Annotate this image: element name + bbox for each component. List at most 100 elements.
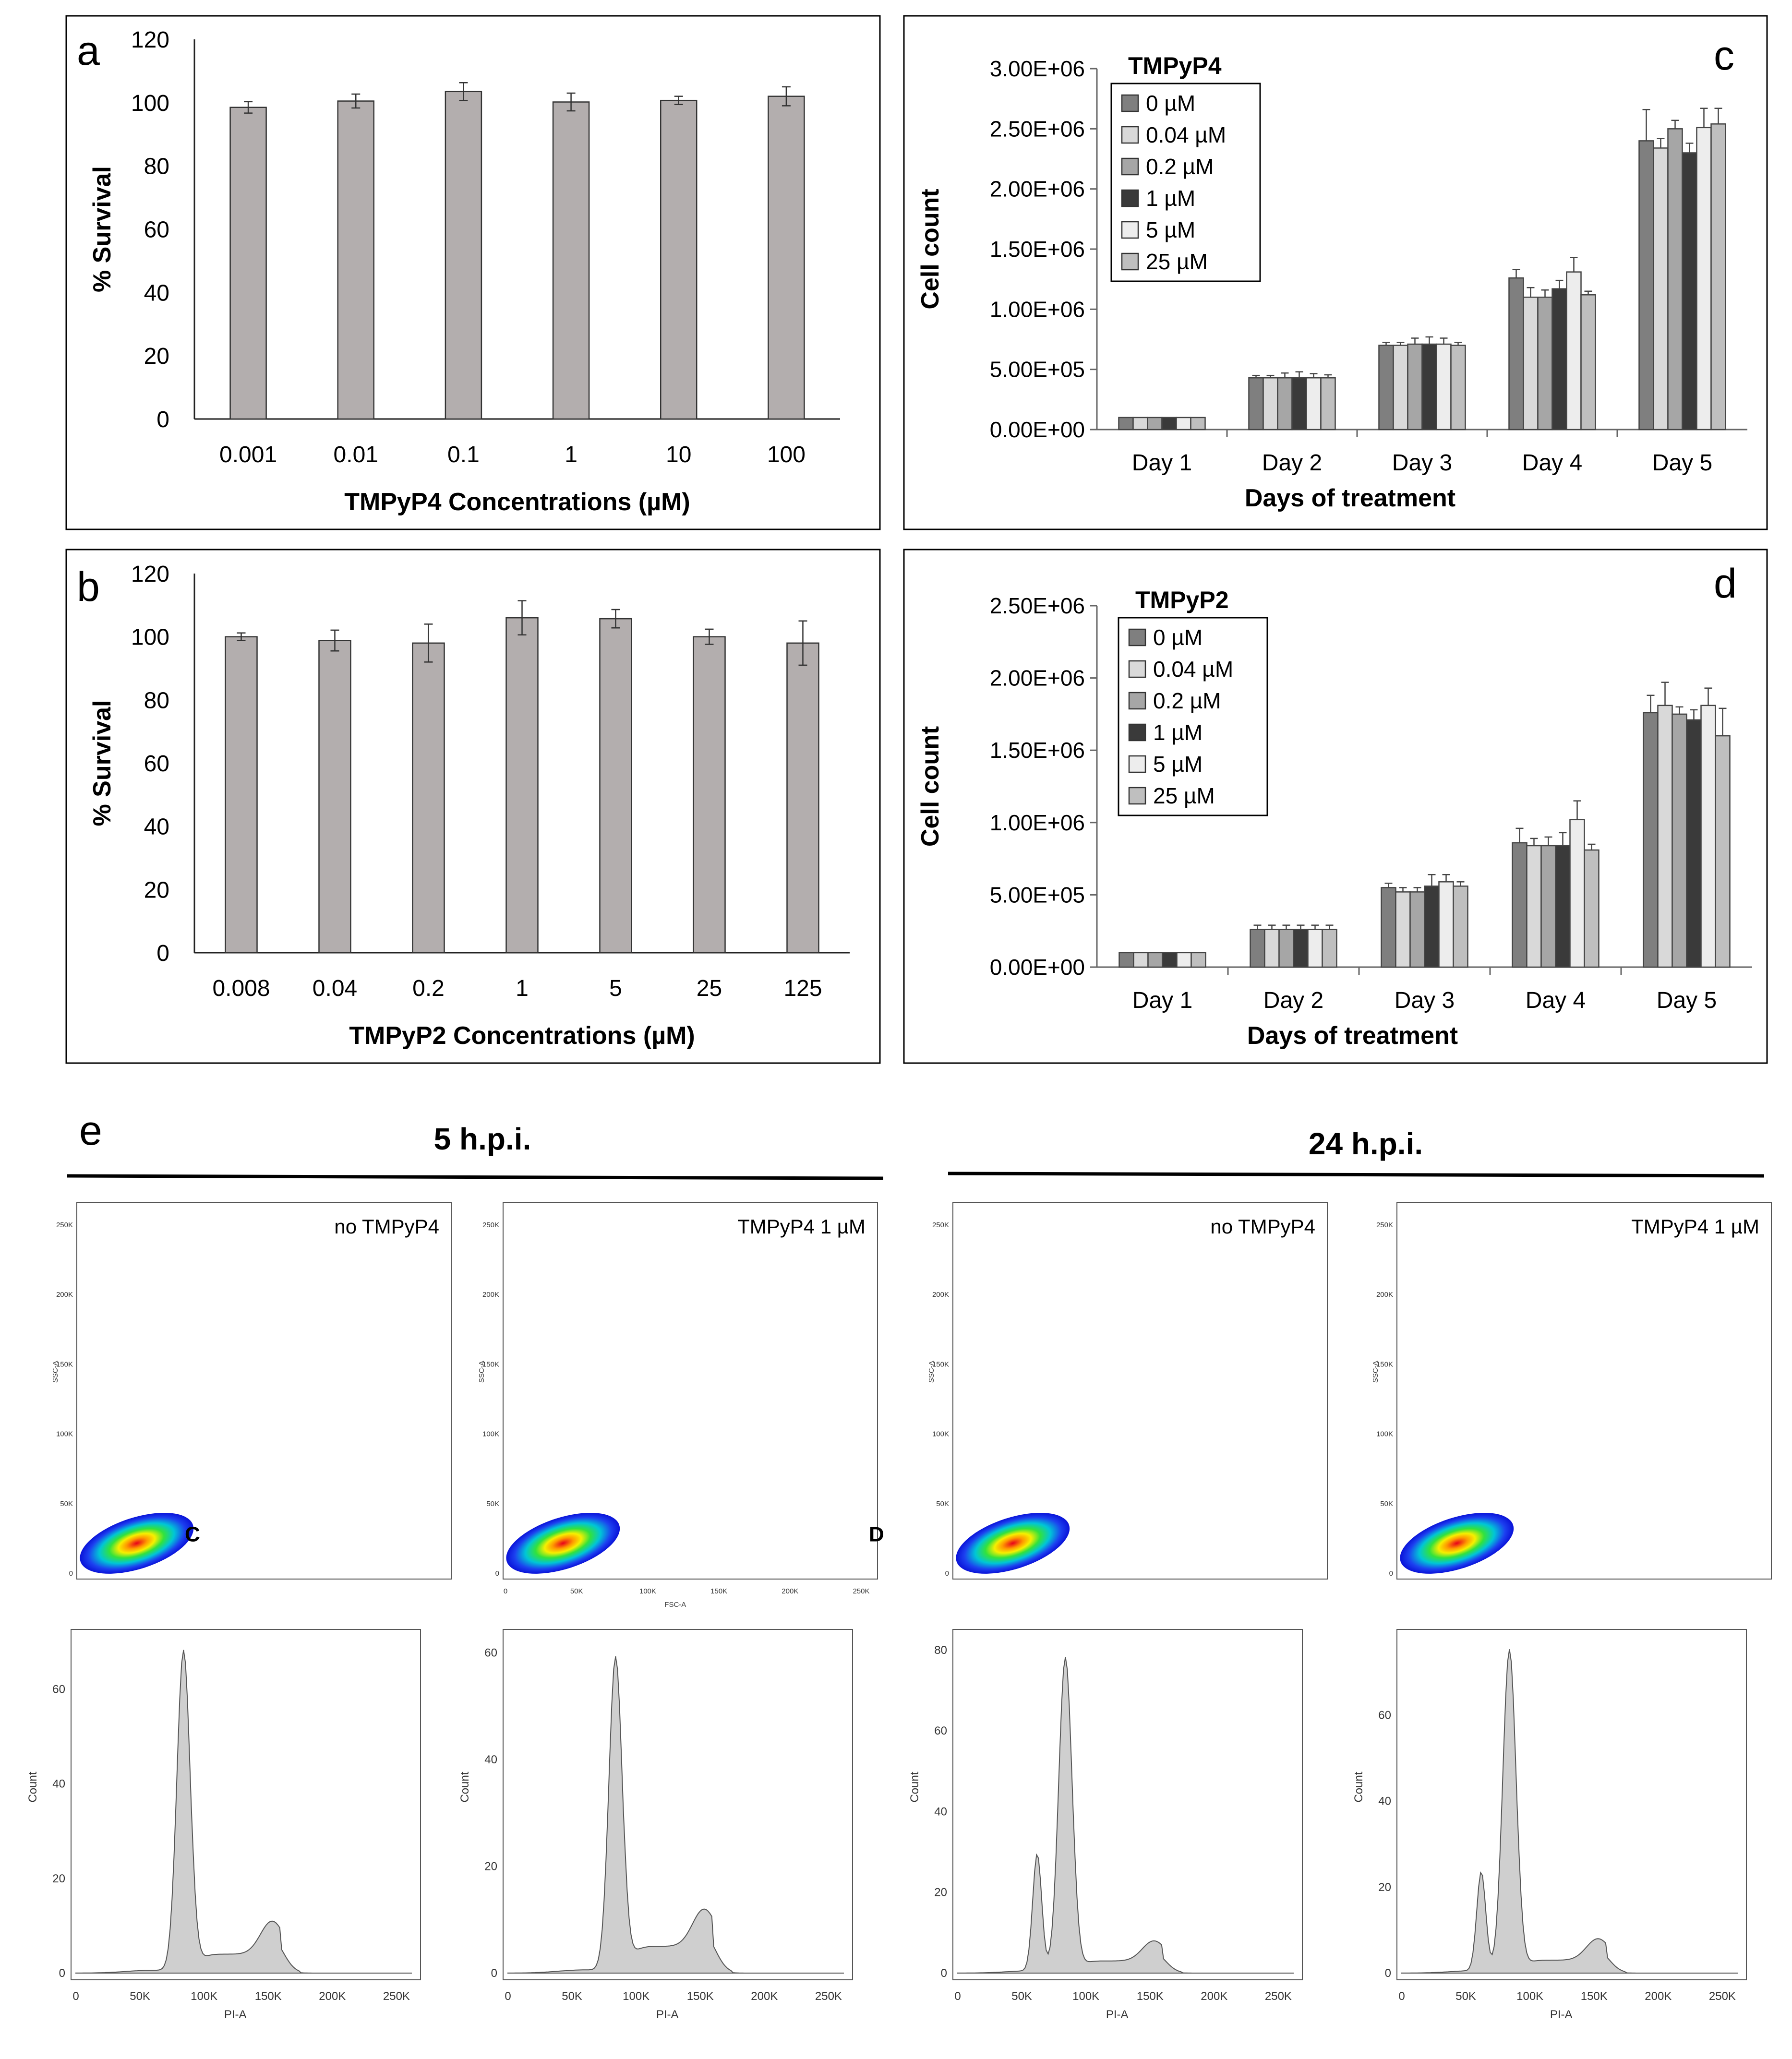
x-tick-label: 25 xyxy=(697,976,722,1001)
hist-x-tick: 200K xyxy=(751,1990,778,2003)
pi-histogram-3: 0 20 40 60 80 Count 0 50K 100K 150K 200K 250K PI-A xyxy=(908,1629,1303,2021)
x-tick-label: 5 xyxy=(609,976,622,1001)
bar-100 xyxy=(768,96,805,420)
bar-Day 1-25 µM xyxy=(1191,952,1206,968)
bar-Day 3-0 µM xyxy=(1378,345,1394,431)
y-tick-label: 5.00E+05 xyxy=(990,882,1085,907)
scatter-y-tick: 50K xyxy=(1380,1500,1393,1508)
bar-Day 2-25 µM xyxy=(1320,377,1336,431)
hist-x-tick: 0 xyxy=(954,1990,961,2003)
hist-x-tick: 250K xyxy=(815,1990,842,2003)
scatter-y-tick: 50K xyxy=(60,1500,73,1508)
x-tick-label: Day 4 xyxy=(1526,988,1586,1013)
legend-swatch xyxy=(1121,221,1139,239)
bar-Day 5-0.2 µM xyxy=(1667,128,1683,431)
hist-x-tick: 150K xyxy=(255,1990,282,2003)
y-tick-label: 2.50E+06 xyxy=(990,593,1085,618)
y-tick-label: 20 xyxy=(144,344,169,369)
bar-Day 2-0 µM xyxy=(1248,377,1264,431)
y-tick-label: 40 xyxy=(144,280,169,306)
cell-population-density xyxy=(1400,1512,1514,1574)
hist-y-tick: 40 xyxy=(934,1805,947,1818)
y-tick-label: 3.00E+06 xyxy=(990,56,1085,81)
hist-y-tick: 0 xyxy=(941,1967,947,1980)
bar-25 xyxy=(693,636,726,954)
x-axis-title: TMPyP2 Concentrations (µM) xyxy=(349,1022,695,1050)
bar-Day 1-0 µM xyxy=(1118,952,1134,968)
bar-Day 3-0.04 µM xyxy=(1395,891,1411,968)
bar-Day 2-5 µM xyxy=(1306,377,1322,431)
pi-histogram-1: 0 20 40 60 Count 0 50K 100K 150K 200K 250K PI-A xyxy=(26,1629,421,2021)
bar-Day 3-5 µM xyxy=(1436,343,1452,431)
x-tick-label: 0.1 xyxy=(447,442,480,467)
x-tick-label: Day 2 xyxy=(1262,450,1322,476)
panel-letter-b: b xyxy=(77,564,100,610)
legend-label: 1 µM xyxy=(1146,186,1195,211)
group-rule-24hpi xyxy=(948,1172,1765,1178)
chart-d: 0.00E+00 5.00E+05 1.00E+06 1.50E+06 2.00E+06… xyxy=(916,587,1752,1050)
histogram-frame xyxy=(503,1629,853,1980)
bar-Day 1-0.04 µM xyxy=(1132,417,1148,431)
scatter-plot-3: 0 50K 100K 150K 200K 250K SSC-A no TMPyP4 xyxy=(927,1202,1328,1580)
y-tick-label: 5.00E+05 xyxy=(990,357,1085,382)
hist-y-title: Count xyxy=(1352,1772,1365,1802)
bar-Day 1-0 µM xyxy=(1118,417,1134,431)
gate-marker: C xyxy=(185,1523,200,1546)
condition-label: TMPyP4 1 µM xyxy=(737,1215,866,1238)
condition-label: TMPyP4 1 µM xyxy=(1631,1215,1759,1238)
bar-Day 1-5 µM xyxy=(1176,952,1192,968)
scatter-y-title: SSC-A xyxy=(1371,1361,1380,1383)
legend-label: 1 µM xyxy=(1153,720,1203,745)
hist-x-tick: 0 xyxy=(1398,1990,1405,2003)
bar-Day 5-25 µM xyxy=(1715,735,1731,968)
scatter-x-tick: 250K xyxy=(853,1587,869,1595)
x-tick-label: Day 5 xyxy=(1652,450,1712,476)
legend-title: TMPyP2 xyxy=(1135,587,1229,613)
x-axis-title: Days of treatment xyxy=(1247,1022,1458,1050)
hist-y-tick: 0 xyxy=(59,1967,65,1980)
scatter-y-title: SSC-A xyxy=(927,1361,936,1383)
hist-y-tick: 20 xyxy=(1378,1881,1391,1894)
bar-Day 2-0.04 µM xyxy=(1263,377,1278,431)
bar-Day 3-0.2 µM xyxy=(1409,891,1425,968)
dna-content-histogram xyxy=(1401,1649,1738,1974)
y-tick-label: 2.00E+06 xyxy=(990,177,1085,202)
bar-Day 3-0.2 µM xyxy=(1407,343,1423,431)
legend-label: 0 µM xyxy=(1153,625,1203,650)
histogram-frame xyxy=(71,1629,421,1980)
group-label-5hpi: 5 h.p.i. xyxy=(434,1122,531,1156)
scatter-plot-2: 0 50K 100K 150K 200K 250K SSC-A TMPyP4 1 µM D 0 50… xyxy=(478,1202,884,1609)
x-tick-label: 0.04 xyxy=(313,976,357,1001)
legend-label: 0.2 µM xyxy=(1153,688,1221,713)
legend-title: TMPyP4 xyxy=(1128,52,1222,79)
bar-1 xyxy=(552,101,590,420)
hist-y-tick: 60 xyxy=(484,1646,497,1659)
legend-label: 5 µM xyxy=(1153,752,1203,777)
bar-Day 4-1 µM xyxy=(1551,288,1567,431)
legend-swatch xyxy=(1128,660,1146,678)
y-tick-label: 0.00E+00 xyxy=(990,955,1085,980)
y-tick-label: 1.00E+06 xyxy=(990,297,1085,322)
hist-x-title: PI-A xyxy=(1550,2008,1573,2021)
scatter-y-tick: 50K xyxy=(486,1500,499,1508)
histogram-frame xyxy=(952,1629,1303,1980)
bar-Day 1-25 µM xyxy=(1190,417,1206,431)
chart-c: 0.00E+00 5.00E+05 1.00E+06 1.50E+06 2.00E+06… xyxy=(916,52,1747,512)
y-tick-label: 80 xyxy=(144,688,169,713)
x-axis-title: TMPyP4 Concentrations (µM) xyxy=(344,488,690,516)
panel-c-frame xyxy=(903,15,1768,530)
bar-Day 1-0.04 µM xyxy=(1133,952,1149,968)
bar-0.01 xyxy=(337,100,374,420)
bar-Day 4-0.2 µM xyxy=(1540,845,1556,968)
scatter-x-title: FSC-A xyxy=(664,1601,686,1609)
bar-Day 4-25 µM xyxy=(1580,294,1596,431)
bar-Day 3-0 µM xyxy=(1381,887,1396,968)
legend-label: 5 µM xyxy=(1146,217,1195,242)
hist-y-tick: 60 xyxy=(934,1724,947,1737)
x-tick-label: Day 2 xyxy=(1263,988,1323,1013)
bar-0.2 xyxy=(412,642,445,954)
hist-x-tick: 100K xyxy=(623,1990,649,2003)
scatter-y-title: SSC-A xyxy=(51,1361,60,1383)
hist-x-tick: 200K xyxy=(1201,1990,1227,2003)
cell-population-density xyxy=(956,1512,1070,1574)
